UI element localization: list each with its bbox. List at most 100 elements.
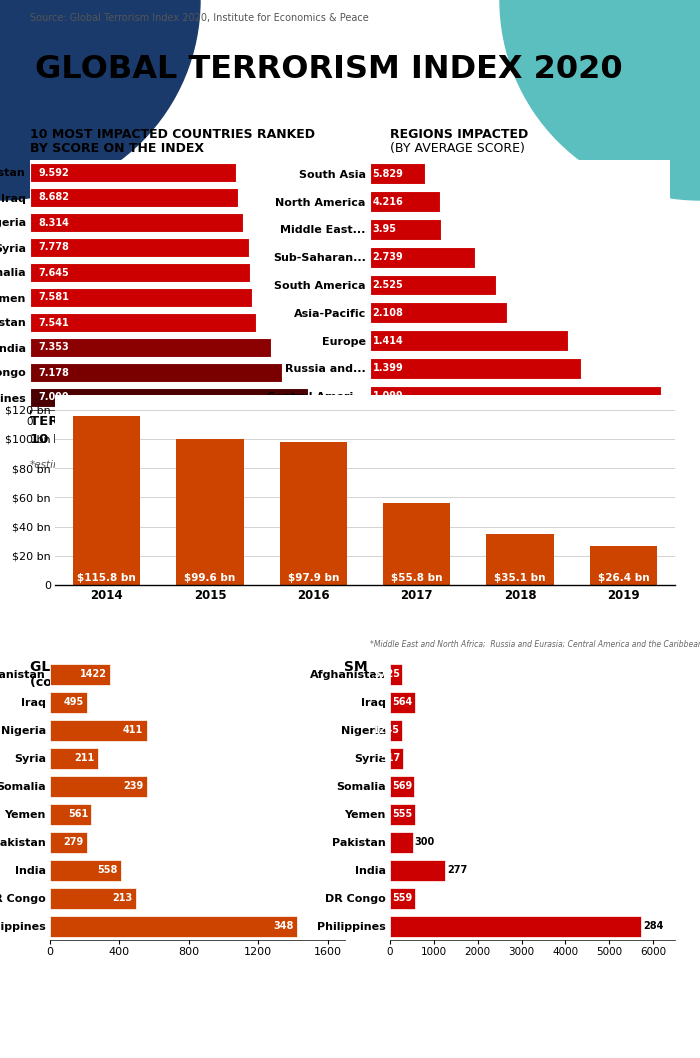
Bar	[390, 832, 413, 853]
Bar	[390, 692, 414, 712]
Bar	[50, 748, 99, 768]
Text: $97.9 bn: $97.9 bn	[288, 572, 339, 583]
Text: 7.099: 7.099	[38, 393, 69, 402]
Bar	[390, 719, 402, 741]
Bar	[30, 313, 256, 332]
Bar	[390, 803, 415, 824]
Text: 7.353: 7.353	[38, 343, 69, 352]
Text: 1422: 1422	[80, 669, 107, 679]
Text: BY SCORE ON THE INDEX: BY SCORE ON THE INDEX	[30, 142, 204, 156]
Text: 3.95: 3.95	[372, 224, 396, 235]
Bar	[280, 442, 347, 585]
Bar	[50, 776, 147, 797]
Text: 284: 284	[643, 922, 664, 931]
Bar	[50, 888, 136, 909]
Bar	[50, 832, 87, 853]
Text: 348: 348	[273, 922, 293, 931]
Bar	[30, 388, 308, 407]
Text: 2.525: 2.525	[372, 280, 403, 290]
Bar	[370, 386, 662, 406]
Bar	[390, 748, 403, 768]
Bar	[370, 219, 441, 240]
Text: $55.8 bn: $55.8 bn	[391, 572, 442, 583]
Text: 277: 277	[447, 865, 467, 875]
Bar	[390, 859, 444, 880]
Bar	[370, 358, 581, 379]
Bar	[390, 776, 414, 797]
Bar	[50, 915, 297, 936]
Bar	[50, 692, 87, 712]
Text: Source: Global Terrorism Index 2020, Institute for Economics & Peace: Source: Global Terrorism Index 2020, Ins…	[30, 13, 369, 23]
Text: 213: 213	[112, 893, 132, 902]
Wedge shape	[500, 0, 700, 200]
Text: 279: 279	[63, 837, 83, 847]
Bar	[50, 663, 111, 685]
Text: TERRORIST INCIDENTS IN 2019: TERRORIST INCIDENTS IN 2019	[30, 415, 261, 428]
Text: 9.592: 9.592	[38, 167, 69, 178]
Text: 1.399: 1.399	[372, 363, 403, 373]
Text: 555: 555	[393, 809, 413, 819]
Text: moneycontrol: moneycontrol	[542, 1032, 638, 1044]
Bar	[50, 719, 147, 741]
Text: 517: 517	[381, 753, 401, 763]
Text: 8.682: 8.682	[38, 193, 70, 202]
Bar	[390, 915, 641, 936]
Text: *estimates: *estimates	[30, 460, 86, 470]
Text: $99.6 bn: $99.6 bn	[184, 572, 236, 583]
Bar	[370, 164, 425, 184]
Text: $26.4 bn: $26.4 bn	[598, 572, 649, 583]
Bar	[30, 238, 248, 257]
Bar	[370, 275, 496, 295]
Bar	[370, 330, 568, 351]
Text: 300: 300	[415, 837, 435, 847]
Text: 7.178: 7.178	[38, 367, 69, 378]
Bar	[30, 339, 271, 357]
Text: 411: 411	[123, 725, 144, 735]
Text: 1245: 1245	[373, 725, 400, 735]
Bar	[390, 663, 402, 685]
Text: 211: 211	[75, 753, 95, 763]
Bar	[30, 263, 250, 281]
Bar	[73, 416, 140, 585]
Text: 239: 239	[124, 781, 144, 791]
Text: 559: 559	[392, 893, 412, 902]
Text: 564: 564	[392, 697, 412, 707]
Text: (BY AVERAGE SCORE): (BY AVERAGE SCORE)	[390, 142, 525, 156]
Text: $35.1 bn: $35.1 bn	[494, 572, 546, 583]
Bar	[370, 303, 507, 323]
Text: 558: 558	[97, 865, 118, 875]
Bar	[486, 533, 554, 585]
Text: 1.414: 1.414	[372, 335, 403, 346]
Text: 5725: 5725	[373, 669, 400, 679]
Text: (constant 2019 $US, billions): (constant 2019 $US, billions)	[30, 676, 234, 689]
Text: 10 MOST IMPACTED COUNTRIES RANKED: 10 MOST IMPACTED COUNTRIES RANKED	[30, 128, 315, 141]
Bar	[50, 803, 92, 824]
Text: 5.829: 5.829	[372, 169, 403, 179]
Text: 495: 495	[63, 697, 83, 707]
Bar	[30, 288, 252, 307]
Text: 10 MOST IMPACTED COUNTRIES: 10 MOST IMPACTED COUNTRIES	[30, 433, 267, 446]
Text: 2.739: 2.739	[372, 252, 403, 262]
Text: 7.778: 7.778	[38, 242, 69, 253]
Bar	[383, 504, 450, 585]
Text: 8.314: 8.314	[38, 218, 69, 227]
Text: 2.108: 2.108	[372, 308, 403, 317]
Text: 569: 569	[392, 781, 412, 791]
Wedge shape	[0, 0, 200, 200]
Bar	[176, 439, 244, 585]
Bar	[370, 247, 475, 268]
Bar	[30, 363, 282, 382]
Text: 561: 561	[68, 809, 88, 819]
Text: 7.541: 7.541	[38, 317, 69, 328]
Bar	[589, 546, 657, 585]
Bar	[30, 213, 243, 232]
Text: *Middle East and North Africa;  Russia and Eurasia; Central America and the Cari: *Middle East and North Africa; Russia an…	[370, 640, 700, 649]
Text: GLOBAL TERRORISM INDEX 2020: GLOBAL TERRORISM INDEX 2020	[35, 55, 622, 86]
Bar	[390, 888, 414, 909]
Text: REGIONS IMPACTED: REGIONS IMPACTED	[390, 128, 528, 141]
Bar	[50, 859, 121, 880]
Text: 4.216: 4.216	[372, 197, 403, 206]
Text: GLOBAL ECONOMIC IMPACT OF TERRORISM: GLOBAL ECONOMIC IMPACT OF TERRORISM	[30, 660, 368, 674]
Text: 1.099: 1.099	[372, 391, 403, 401]
Bar	[30, 188, 238, 207]
